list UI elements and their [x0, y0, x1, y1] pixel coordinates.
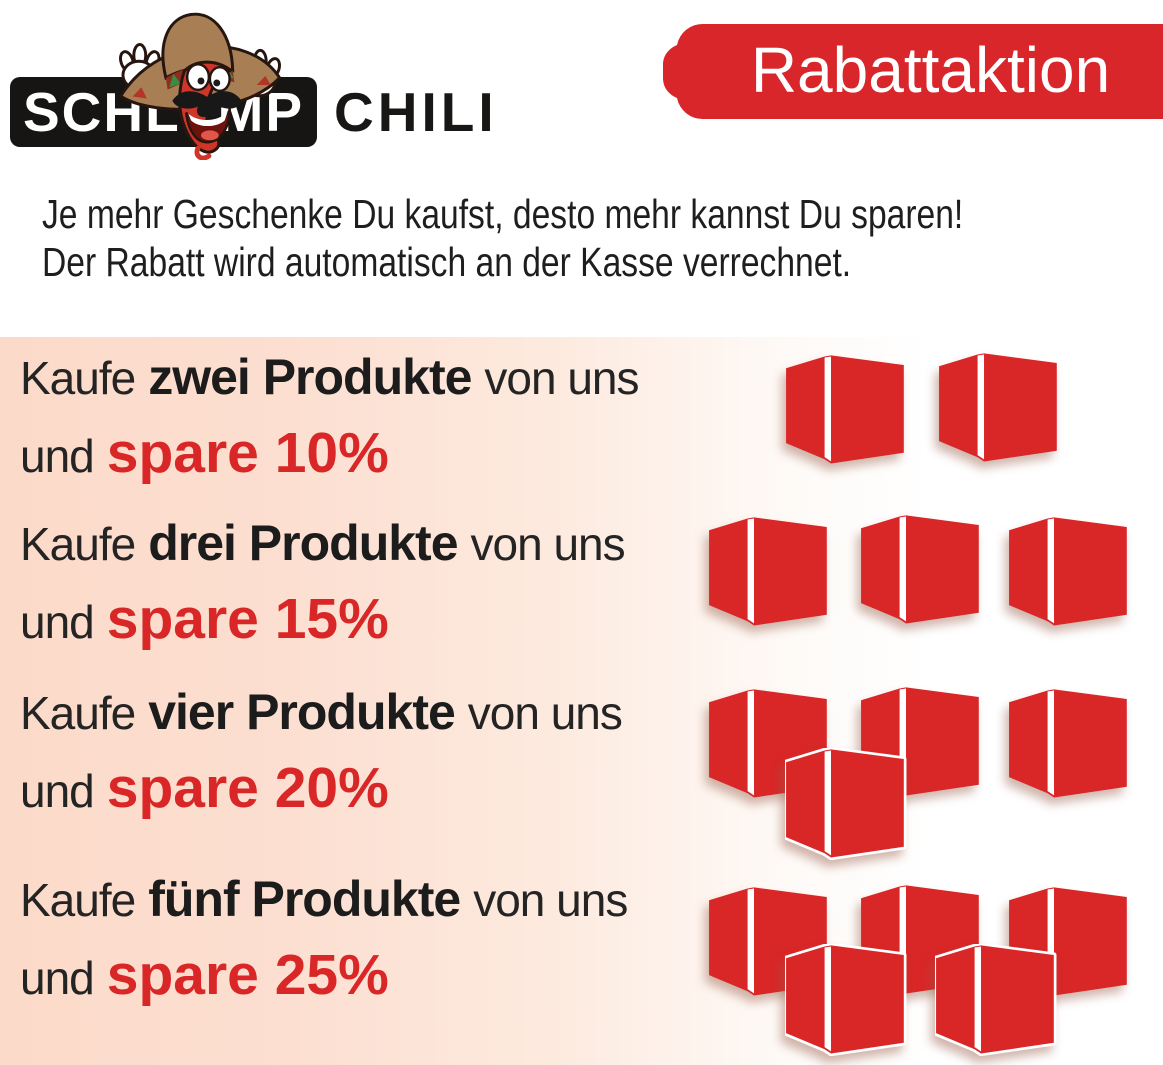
tier-3-quantity: vier Produkte	[148, 684, 456, 740]
product-cube-icon	[708, 516, 830, 628]
tier-3-text: Kaufe vier Produkte von uns und spare 20…	[20, 683, 685, 821]
cube-icon	[935, 944, 1057, 1056]
tier-1-prefix: Kaufe	[20, 352, 136, 404]
tier-2-suffix: von uns	[470, 518, 626, 570]
tier-1-quantity: zwei Produkte	[148, 349, 472, 405]
tier-4-cubes	[690, 884, 1145, 1064]
tier-3-conjunction: und	[20, 765, 95, 817]
banner-title: Rabattaktion	[750, 34, 1111, 106]
tier-2-save: spare 15%	[106, 587, 389, 651]
tier-4-conjunction: und	[20, 952, 95, 1004]
product-cube-icon	[1008, 688, 1130, 800]
tier-1-save: spare 10%	[106, 421, 389, 485]
cube-icon	[861, 515, 979, 624]
cube-icon	[1009, 689, 1127, 798]
tier-1-suffix: von uns	[484, 352, 639, 404]
brand-text-chili: CHILI	[334, 81, 498, 143]
tier-3-save: spare 20%	[106, 756, 389, 820]
product-cube-icon	[938, 352, 1060, 464]
intro-text: Je mehr Geschenke Du kaufst, desto mehr …	[42, 190, 1163, 286]
tier-3-cubes	[690, 686, 1145, 866]
tier-4-save: spare 25%	[106, 943, 389, 1007]
cube-icon	[1009, 517, 1127, 626]
cube-icon	[785, 944, 907, 1056]
product-cube-icon	[785, 354, 907, 466]
tier-4-quantity: fünf Produkte	[148, 871, 461, 927]
product-cube-icon	[1008, 516, 1130, 628]
cube-icon	[785, 748, 907, 860]
discount-banner: Rabattaktion	[653, 23, 1163, 120]
tier-2-conjunction: und	[20, 596, 95, 648]
cube-icon	[939, 353, 1057, 462]
product-cube-icon	[860, 514, 982, 626]
intro-line-1: Je mehr Geschenke Du kaufst, desto mehr …	[42, 191, 964, 237]
tier-4-prefix: Kaufe	[20, 874, 136, 926]
tier-1-conjunction: und	[20, 430, 95, 482]
product-cube-icon	[785, 944, 907, 1056]
intro-line-2: Der Rabatt wird automatisch an der Kasse…	[42, 239, 852, 285]
tier-1-cubes	[690, 352, 1145, 470]
tier-2-cubes	[690, 514, 1145, 632]
product-cube-icon	[935, 944, 1057, 1056]
tier-3-suffix: von uns	[467, 687, 623, 739]
cube-icon	[709, 517, 827, 626]
tier-2-prefix: Kaufe	[20, 518, 136, 570]
ribbon-shape	[663, 23, 1163, 120]
tier-2-text: Kaufe drei Produkte von uns und spare 15…	[20, 514, 685, 652]
tier-4-suffix: von uns	[473, 874, 628, 926]
product-cube-icon	[785, 748, 907, 860]
tier-3-prefix: Kaufe	[20, 687, 136, 739]
chili-mascot-icon	[118, 12, 282, 160]
tier-2-quantity: drei Produkte	[148, 515, 458, 571]
cube-icon	[786, 355, 904, 464]
tier-1-text: Kaufe zwei Produkte von uns und spare 10…	[20, 348, 685, 486]
tier-4-text: Kaufe fünf Produkte von uns und spare 25…	[20, 870, 685, 1008]
